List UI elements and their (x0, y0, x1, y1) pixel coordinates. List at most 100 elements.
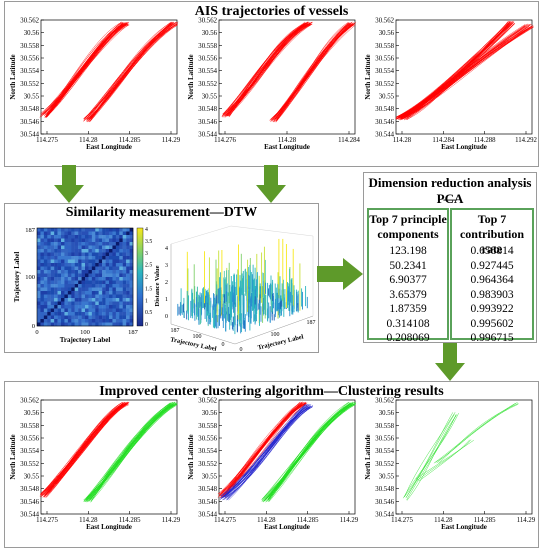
heatmap-cell (98, 284, 103, 288)
heatmap-cell (37, 308, 41, 313)
heatmap-cell (129, 308, 134, 313)
heatmap-cell (57, 280, 62, 285)
heatmap-cell (95, 228, 99, 232)
surface-right-tick: 100 (271, 332, 280, 338)
heatmap-cell (112, 266, 117, 271)
heatmap-cell (37, 284, 41, 288)
heatmap-cell (95, 266, 99, 271)
heatmap-cell (126, 245, 130, 250)
heatmap-cell (67, 277, 72, 281)
colorbar-tick: 3 (145, 251, 148, 257)
trajectory-line (268, 403, 357, 502)
heatmap-cell (57, 287, 62, 292)
arrow-down-1 (54, 165, 84, 203)
heatmap-cell (91, 312, 96, 316)
heatmap-y-tick: 100 (25, 274, 35, 281)
heatmap-cell (95, 287, 99, 292)
x-tick-label: 114.29 (162, 137, 181, 144)
heatmap-cell (102, 322, 106, 327)
heatmap-cell (91, 277, 96, 281)
heatmap-cell (74, 228, 79, 232)
heatmap-cell (91, 245, 96, 250)
heatmap-cell (112, 305, 117, 309)
heatmap-cell (119, 291, 123, 295)
heatmap-cell (102, 245, 106, 250)
heatmap-cell (37, 315, 41, 320)
heatmap-cell (115, 291, 120, 295)
heatmap-cell (119, 252, 123, 257)
heatmap-cell (43, 235, 48, 239)
heatmap-cell (40, 284, 45, 288)
y-tick-label: 30.556 (375, 436, 394, 443)
heatmap-cell (78, 287, 82, 292)
heatmap-cell (37, 235, 41, 239)
heatmap-cell (74, 256, 79, 260)
heatmap-cell (105, 291, 110, 295)
heatmap-cell (40, 263, 45, 267)
heatmap-cell (40, 315, 45, 320)
heatmap-cell (64, 231, 69, 236)
heatmap-cell (47, 252, 51, 257)
heatmap-cell (119, 280, 123, 285)
heatmap-cell (91, 249, 96, 253)
trajectory-line (274, 24, 356, 120)
heatmap-cell (54, 231, 58, 236)
trajectory-line (270, 22, 354, 121)
pca-rate-value: 0.993922 (470, 303, 514, 315)
cluster-plot-3: 30.562 30.56 30.558 30.556 30.554 30.552 30.55… (364, 398, 536, 532)
heatmap-cell (98, 249, 103, 253)
trajectory-line (438, 403, 519, 464)
heatmap-cell (57, 291, 62, 295)
heatmap-cell (43, 308, 48, 313)
heatmap-cell (85, 315, 89, 320)
heatmap-cell (40, 249, 45, 253)
heatmap-cell (37, 287, 41, 292)
heatmap-cell (74, 305, 79, 309)
heatmap-cell (112, 238, 117, 243)
heatmap-cell (109, 322, 113, 327)
heatmap-cell (115, 298, 120, 302)
heatmap-cell (126, 273, 130, 278)
heatmap-cell (115, 235, 120, 239)
heatmap-cell (81, 277, 86, 281)
heatmap-cell (67, 252, 72, 257)
heatmap-cell (105, 242, 110, 246)
heatmap-cell (126, 305, 130, 309)
heatmap-cell (98, 259, 103, 264)
heatmap-cell (43, 319, 48, 323)
heatmap-cell (50, 266, 55, 271)
heatmap-cell (119, 308, 123, 313)
heatmap-cell (88, 319, 93, 323)
heatmap-cell (78, 270, 82, 274)
heatmap-cell (61, 270, 65, 274)
heatmap-cell (102, 312, 106, 316)
heatmap-cell (85, 245, 89, 250)
heatmap-cell (119, 235, 123, 239)
trajectory-line (404, 412, 453, 497)
trajectory-lines (39, 401, 178, 503)
heatmap-cell (40, 270, 45, 274)
x-tick-label: 114.275 (391, 517, 413, 524)
y-tick-label: 30.556 (375, 56, 394, 63)
heatmap-cell (78, 256, 82, 260)
heatmap-cell (122, 319, 127, 323)
heatmap-cell (115, 294, 120, 299)
heatmap-cell (98, 266, 103, 271)
y-tick-label: 30.552 (198, 81, 217, 88)
heatmap-cell (91, 305, 96, 309)
heatmap-cell (57, 284, 62, 288)
heatmap-cell (78, 308, 82, 313)
heatmap-cell (64, 256, 69, 260)
trajectory-line (406, 414, 457, 500)
heatmap-cell (119, 228, 123, 232)
heatmap-cell (57, 305, 62, 309)
heatmap-cell (109, 273, 113, 278)
heatmap-y-tick: 0 (32, 323, 35, 330)
heatmap-cell (61, 305, 65, 309)
heatmap-cell (95, 284, 99, 288)
heatmap-cell (64, 249, 69, 253)
heatmap-cell (43, 228, 48, 232)
heatmap-cell (98, 277, 103, 281)
heatmap-cell (102, 228, 106, 232)
